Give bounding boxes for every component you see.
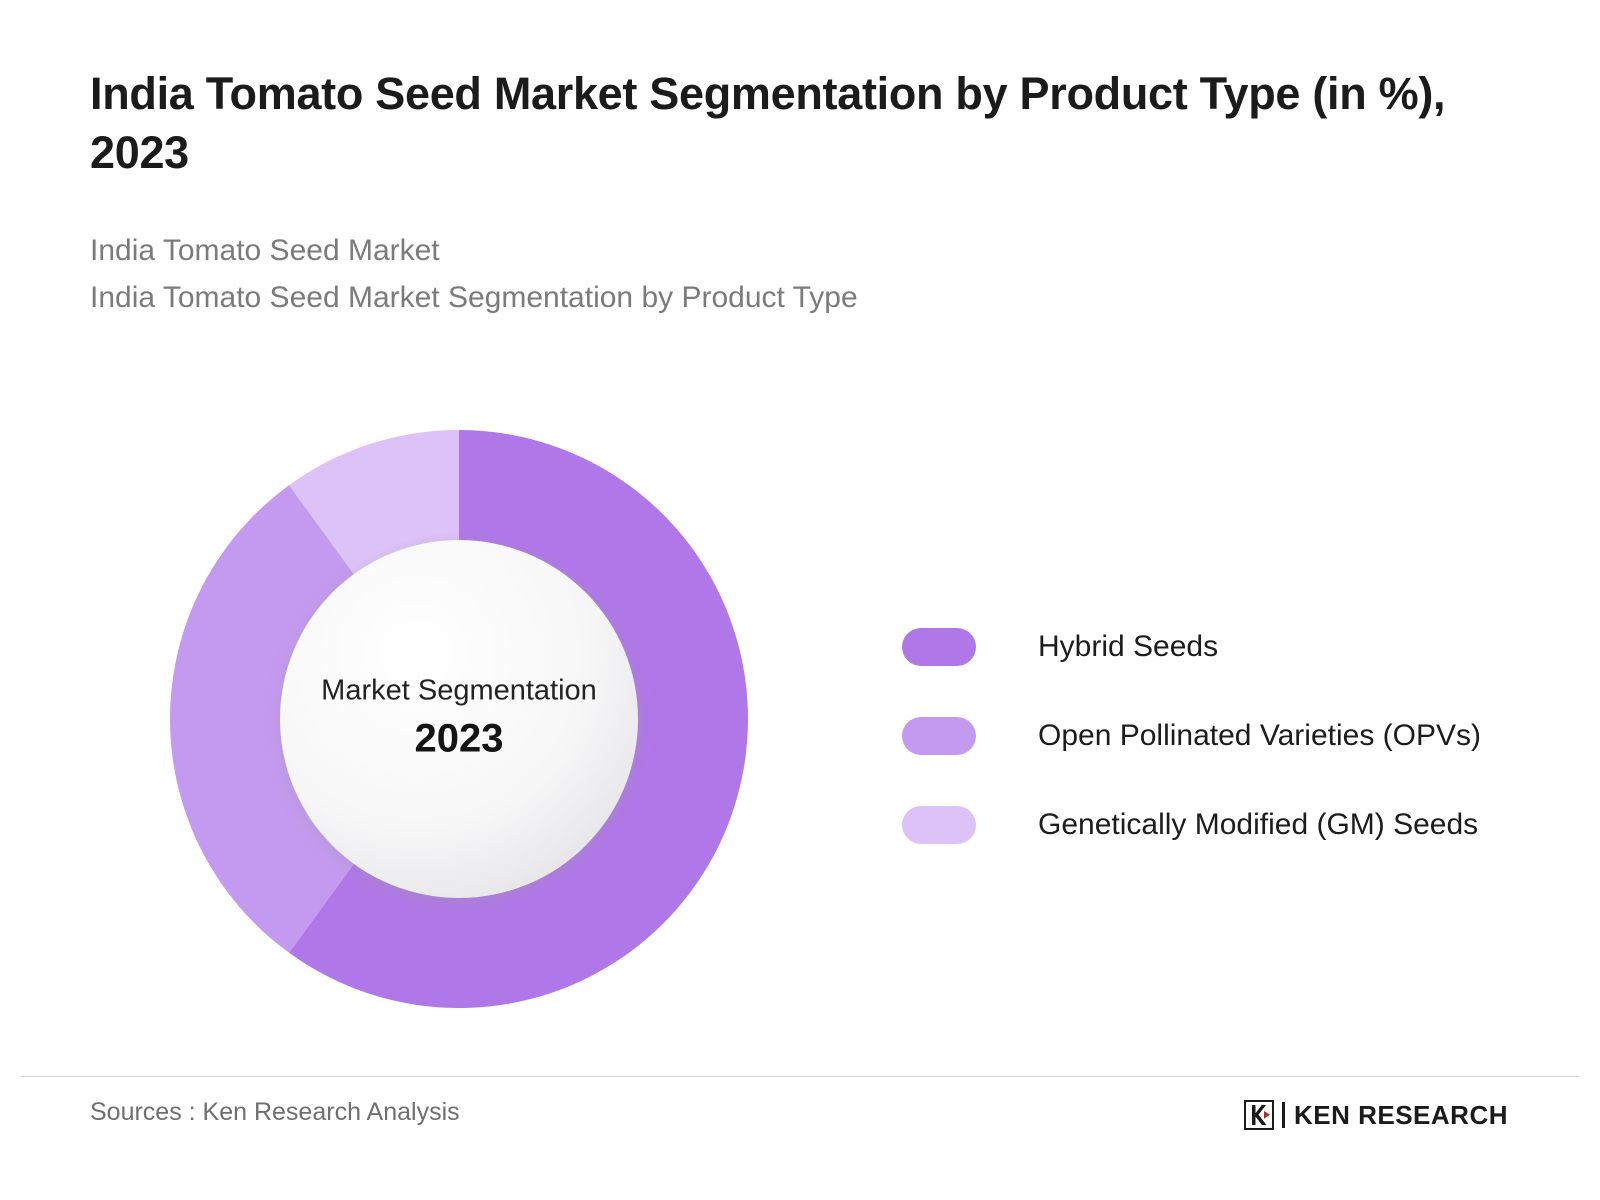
subtitle-line-2: India Tomato Seed Market Segmentation by…: [90, 281, 858, 315]
legend-label: Open Pollinated Varieties (OPVs): [1038, 719, 1481, 752]
subtitle-line-1: India Tomato Seed Market: [90, 233, 440, 267]
chart-header: India Tomato Seed Market Segmentation by…: [90, 64, 1510, 322]
legend-item[interactable]: Open Pollinated Varieties (OPVs): [902, 714, 1562, 758]
donut-chart: Market Segmentation 2023: [169, 430, 748, 1008]
chart-area: Market Segmentation 2023 Hybrid Seeds Ope…: [0, 400, 1600, 1040]
legend-item[interactable]: Hybrid Seeds: [902, 625, 1562, 669]
donut-hole: [280, 540, 638, 898]
brand-wordmark: KEN RESEARCH: [1293, 1099, 1508, 1130]
legend-swatch-icon: [902, 717, 976, 755]
donut-svg: [169, 430, 748, 1008]
legend-label: Hybrid Seeds: [1038, 630, 1219, 663]
legend-label: Genetically Modified (GM) Seeds: [1038, 808, 1479, 841]
source-note: Sources : Ken Research Analysis: [90, 1098, 460, 1126]
legend-swatch-icon: [902, 628, 976, 666]
logo-divider: [1281, 1102, 1285, 1128]
footer-divider: [20, 1076, 1580, 1077]
k-mark-icon: [1242, 1099, 1275, 1131]
ken-research-logo: KEN RESEARCH: [1242, 1098, 1508, 1132]
subtitle-block: India Tomato Seed Market India Tomato Se…: [90, 227, 1510, 322]
page-title: India Tomato Seed Market Segmentation by…: [90, 68, 1446, 179]
legend-item[interactable]: Genetically Modified (GM) Seeds: [902, 803, 1562, 847]
legend-swatch-icon: [902, 806, 976, 844]
chart-legend: Hybrid Seeds Open Pollinated Varieties (O…: [902, 625, 1562, 847]
